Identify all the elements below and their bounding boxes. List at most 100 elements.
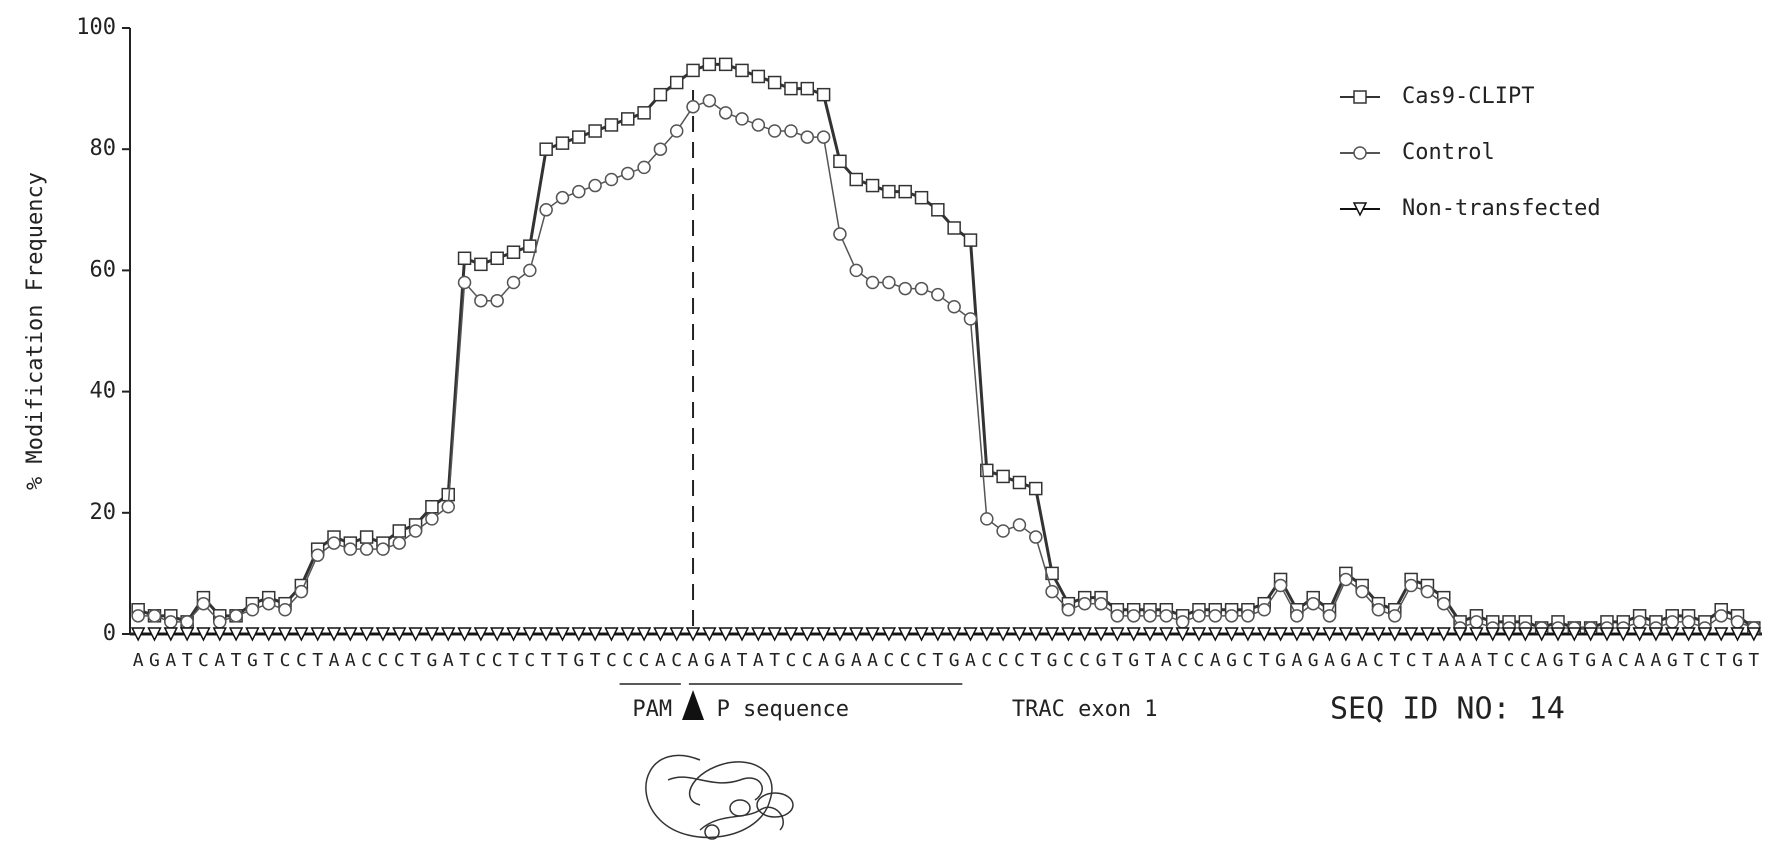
x-tick-label: A — [851, 650, 862, 671]
x-tick-label: T — [1389, 650, 1400, 671]
data-point — [818, 131, 830, 143]
x-tick-label: G — [1340, 650, 1351, 671]
x-tick-label: A — [165, 650, 176, 671]
x-tick-label: G — [149, 650, 160, 671]
data-point — [932, 204, 944, 216]
data-point — [801, 131, 813, 143]
x-tick-label: T — [312, 650, 323, 671]
data-point — [328, 537, 340, 549]
y-tick-label: 20 — [90, 500, 117, 525]
x-tick-label: A — [1438, 650, 1449, 671]
data-point — [165, 616, 177, 628]
x-tick-label: G — [1047, 650, 1058, 671]
data-point — [752, 70, 764, 82]
x-tick-label: C — [802, 650, 813, 671]
data-point — [916, 192, 928, 204]
data-point — [1405, 580, 1417, 592]
data-point — [361, 543, 373, 555]
x-tick-label: C — [475, 650, 486, 671]
data-point — [638, 107, 650, 119]
x-tick-label: A — [1634, 650, 1645, 671]
data-point — [622, 167, 634, 179]
x-tick-label: T — [410, 650, 421, 671]
x-tick-label: C — [981, 650, 992, 671]
x-tick-label: A — [1536, 650, 1547, 671]
data-point — [687, 64, 699, 76]
data-point — [426, 513, 438, 525]
x-tick-label: T — [541, 650, 552, 671]
data-point — [785, 125, 797, 137]
data-point — [393, 525, 405, 537]
data-point — [1634, 616, 1646, 628]
x-tick-label: T — [1487, 650, 1498, 671]
x-tick-label: A — [214, 650, 225, 671]
annotation: PAM — [632, 697, 672, 722]
x-tick-label: A — [1471, 650, 1482, 671]
data-point — [344, 543, 356, 555]
x-tick-label: A — [1455, 650, 1466, 671]
x-tick-label: A — [688, 650, 699, 671]
x-tick-label: G — [1275, 650, 1286, 671]
data-point — [671, 77, 683, 89]
data-point — [132, 610, 144, 622]
data-point — [997, 525, 1009, 537]
x-tick-label: A — [443, 650, 454, 671]
legend-label: Control — [1402, 140, 1495, 165]
x-tick-label: C — [1699, 650, 1710, 671]
y-tick-label: 100 — [76, 15, 116, 40]
data-point — [1177, 616, 1189, 628]
x-tick-label: C — [639, 650, 650, 671]
x-tick-label: G — [1226, 650, 1237, 671]
data-point — [426, 501, 438, 513]
x-tick-label: T — [1259, 650, 1270, 671]
data-point — [475, 258, 487, 270]
data-point — [263, 598, 275, 610]
data-point — [1128, 610, 1140, 622]
x-tick-label: C — [1063, 650, 1074, 671]
data-point — [769, 125, 781, 137]
x-tick-label: A — [720, 650, 731, 671]
x-tick-label: T — [737, 650, 748, 671]
data-point — [703, 58, 715, 70]
data-point — [1324, 610, 1336, 622]
data-point — [214, 616, 226, 628]
data-point — [899, 186, 911, 198]
data-point — [1160, 610, 1172, 622]
data-point — [1030, 531, 1042, 543]
data-point — [524, 264, 536, 276]
data-point — [508, 277, 520, 289]
y-axis-label: % Modification Frequency — [23, 172, 48, 490]
data-point — [540, 143, 552, 155]
x-tick-label: C — [394, 650, 405, 671]
y-tick-label: 60 — [90, 257, 117, 282]
data-point — [1470, 616, 1482, 628]
data-point — [867, 180, 879, 192]
legend-label: Non-transfected — [1402, 196, 1601, 221]
data-point — [638, 161, 650, 173]
x-tick-label: C — [1618, 650, 1629, 671]
annotation: TRAC exon 1 — [1012, 697, 1158, 722]
data-point — [654, 143, 666, 155]
x-tick-label: G — [1128, 650, 1139, 671]
x-tick-label: C — [1014, 650, 1025, 671]
data-point — [703, 95, 715, 107]
data-point — [850, 264, 862, 276]
data-point — [1079, 598, 1091, 610]
data-point — [573, 186, 585, 198]
data-point — [491, 295, 503, 307]
x-tick-label: C — [1504, 650, 1515, 671]
x-tick-label: C — [524, 650, 535, 671]
data-point — [720, 107, 732, 119]
x-tick-label: A — [1324, 650, 1335, 671]
x-tick-label: C — [361, 650, 372, 671]
x-tick-label: T — [557, 650, 568, 671]
data-point — [491, 252, 503, 264]
data-point — [932, 289, 944, 301]
data-point — [1683, 616, 1695, 628]
data-point — [393, 537, 405, 549]
x-tick-label: G — [1553, 650, 1564, 671]
data-point — [948, 301, 960, 313]
data-point — [295, 586, 307, 598]
data-point — [736, 64, 748, 76]
data-point — [883, 186, 895, 198]
